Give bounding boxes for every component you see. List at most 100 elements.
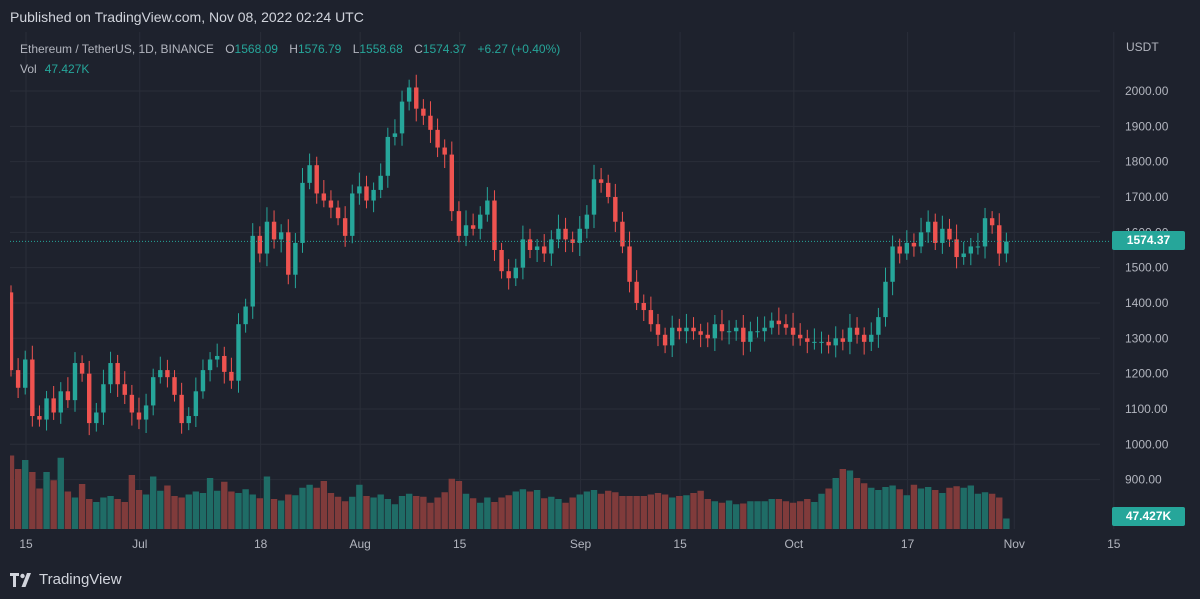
candle-body: [712, 324, 718, 339]
candle-body: [883, 281, 888, 318]
ohlc-row: Ethereum / TetherUS, 1D, BINANCE O1568.0…: [20, 40, 560, 60]
volume-bar: [313, 487, 320, 529]
volume-bar: [768, 499, 775, 529]
volume-bar: [71, 497, 79, 529]
price-tick-label: 1400.00: [1125, 296, 1169, 310]
candle-body: [762, 327, 767, 332]
volume-bar: [477, 502, 484, 529]
volume-bar: [377, 494, 384, 529]
volume-bar: [903, 495, 911, 529]
volume-bar: [953, 486, 960, 529]
volume-bar: [420, 496, 427, 529]
candle-body: [136, 412, 142, 420]
brand[interactable]: TradingView: [10, 571, 122, 588]
volume-bar: [875, 490, 882, 529]
volume-bar: [384, 499, 392, 529]
candle-body: [805, 338, 810, 342]
volume-bar: [832, 478, 839, 529]
volume-bar: [868, 487, 875, 529]
candle-body: [278, 232, 284, 240]
candle-body: [833, 338, 838, 346]
candle-body: [997, 225, 1002, 254]
volume-bar: [277, 500, 285, 529]
volume-bar: [775, 499, 783, 529]
candle-body: [342, 218, 348, 236]
volume-bar: [967, 485, 975, 529]
candle-body: [570, 239, 575, 243]
candle-body: [122, 384, 127, 395]
volume-badge: 47.427K: [1112, 507, 1185, 526]
candle-body: [207, 359, 213, 371]
volume-bar: [228, 491, 235, 529]
volume-bar: [690, 493, 697, 529]
candle-body: [897, 246, 902, 254]
candle-body: [51, 398, 56, 413]
volume-bar: [36, 488, 43, 529]
candle-body: [982, 218, 988, 247]
candle-body: [826, 341, 831, 346]
price-tick-label: 1200.00: [1125, 367, 1169, 381]
candle-body: [293, 242, 298, 275]
candle-body: [613, 196, 618, 222]
candle-body: [406, 87, 412, 102]
volume-bar: [974, 493, 982, 529]
volume-bar: [732, 504, 740, 529]
candle-body: [94, 412, 99, 424]
volume-bar: [647, 494, 655, 529]
candle-body: [620, 221, 625, 247]
candle-body: [861, 334, 867, 342]
volume-bar: [860, 483, 868, 529]
candle-body: [129, 394, 135, 413]
candle-body: [598, 179, 604, 183]
candle-body: [797, 334, 803, 339]
volume-bar: [292, 495, 299, 529]
symbol-title[interactable]: Ethereum / TetherUS, 1D, BINANCE: [20, 42, 214, 56]
volume-bar: [782, 501, 790, 529]
candle-body: [72, 363, 78, 401]
volume-bar: [988, 493, 996, 529]
candle-body: [549, 239, 554, 254]
volume-bar: [605, 490, 612, 529]
volume-bar: [917, 488, 925, 529]
candle-body: [79, 363, 85, 374]
candle-body: [812, 341, 817, 343]
volume-bar: [946, 487, 953, 529]
price-tick-label: 1900.00: [1125, 119, 1169, 133]
volume-bar: [306, 484, 313, 529]
candle-body: [940, 228, 945, 243]
candle-body: [499, 249, 504, 272]
candle-body: [989, 218, 995, 226]
candle-body: [641, 302, 646, 311]
footer: TradingView: [0, 560, 1200, 599]
price-chart[interactable]: 900.00 1000.00 1100.00 1200.00 1300.00 1400.0…: [10, 32, 1190, 559]
time-tick-label: Jul: [132, 537, 147, 551]
candle-body: [591, 179, 597, 215]
volume-bar: [789, 502, 797, 529]
volume-bar: [747, 501, 754, 529]
volume-bar: [796, 501, 804, 529]
high-value: 1576.79: [297, 42, 342, 56]
candle-body: [876, 317, 881, 335]
candle-body: [662, 334, 668, 346]
volume-bar: [157, 490, 164, 529]
candle-body: [442, 147, 447, 155]
volume-bar: [818, 493, 825, 529]
candle-body: [179, 394, 184, 424]
volume-bar: [405, 493, 413, 529]
volume-bar: [576, 494, 583, 529]
candle-body: [300, 182, 305, 243]
time-tick-label: Oct: [785, 537, 804, 551]
candle-body: [485, 200, 490, 215]
volume-bar: [242, 489, 249, 529]
candle-body: [364, 186, 369, 201]
volume-bar: [512, 491, 519, 529]
volume-bar: [484, 497, 491, 529]
candle-body: [577, 228, 582, 243]
volume-bar: [121, 502, 128, 529]
volume-bar: [804, 499, 811, 529]
currency-label[interactable]: USDT: [1126, 40, 1159, 54]
volume-bar: [10, 455, 15, 529]
volume-bar: [50, 480, 57, 529]
volume-bar: [583, 491, 591, 529]
volume-bar: [725, 500, 733, 529]
